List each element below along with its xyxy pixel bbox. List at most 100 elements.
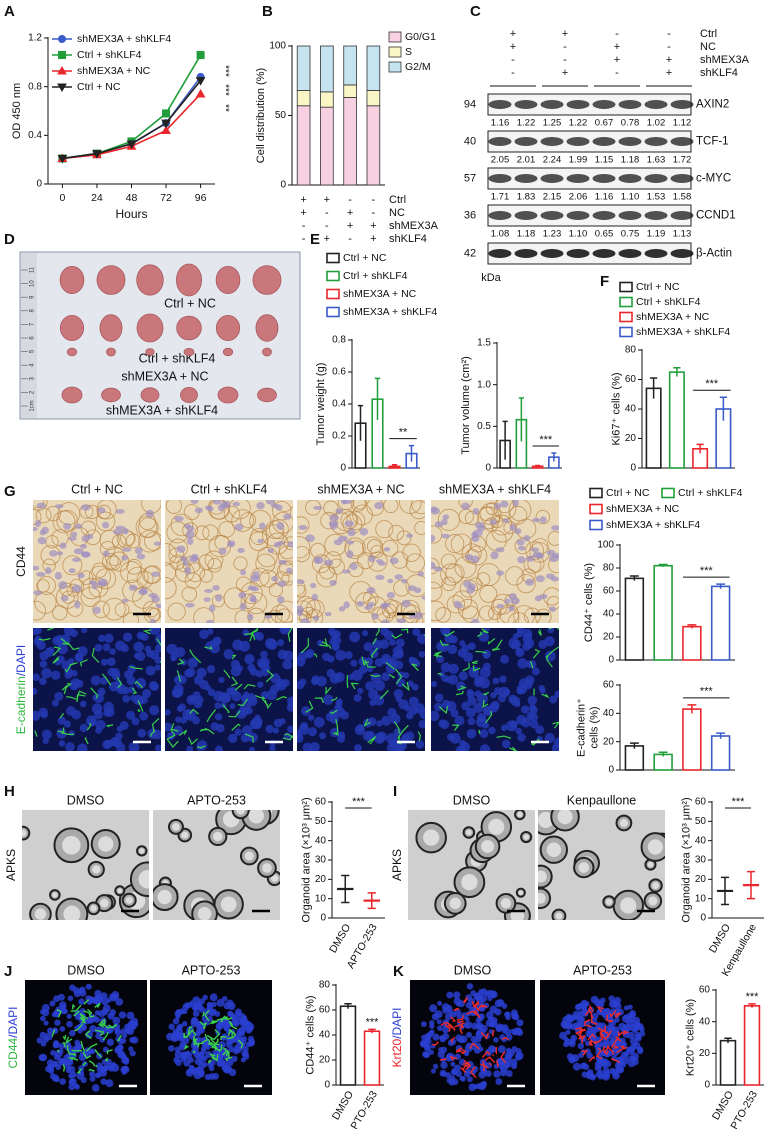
nucleus <box>617 1066 625 1074</box>
stain <box>575 1032 585 1038</box>
nucleus <box>149 649 160 660</box>
nucleus <box>586 1052 593 1059</box>
blot-band <box>670 211 694 220</box>
organoid-lumen <box>538 870 547 883</box>
panel-letter: A <box>4 3 15 20</box>
bar <box>645 387 662 469</box>
nucleus <box>598 1074 604 1080</box>
stain <box>211 1054 219 1062</box>
y-tick-label: 20 <box>625 433 637 444</box>
cell-outline <box>142 565 161 584</box>
cell-outline <box>352 500 367 510</box>
stain <box>462 996 469 1004</box>
nucleus <box>232 501 240 507</box>
cell-outline <box>297 516 310 534</box>
nucleus <box>464 1021 473 1029</box>
nucleus <box>329 714 339 724</box>
nucleus <box>393 689 404 699</box>
nucleus <box>278 559 288 565</box>
nucleus <box>49 550 58 557</box>
band-quant: 0.78 <box>621 118 640 129</box>
y-tick-label: 0.2 <box>332 431 346 442</box>
nucleus <box>122 527 129 535</box>
bar-segment <box>343 45 357 86</box>
nucleus <box>260 650 268 659</box>
y-tick-label: 60 <box>603 586 615 597</box>
cell-outline <box>66 600 84 617</box>
legend-swatch <box>619 311 633 323</box>
organoid-lumen <box>117 888 123 894</box>
nucleus <box>368 555 376 563</box>
cell-outline <box>324 533 347 557</box>
nucleus <box>381 715 392 726</box>
nucleus <box>49 1000 56 1007</box>
stain <box>439 1058 447 1061</box>
nucleus <box>587 1025 594 1033</box>
nucleus <box>350 659 358 667</box>
nucleus <box>178 703 187 712</box>
stain <box>82 1061 87 1067</box>
membrane <box>305 700 314 713</box>
sign: + <box>347 207 353 219</box>
membrane <box>438 706 449 715</box>
blot-band <box>540 249 564 258</box>
stain <box>444 1024 451 1032</box>
band-quant: 1.18 <box>621 155 640 166</box>
stain <box>594 1037 604 1044</box>
nucleus <box>173 689 182 698</box>
stain <box>201 1033 208 1044</box>
panel-letter: J <box>4 963 12 980</box>
membrane <box>330 696 338 702</box>
nucleus <box>198 1026 205 1034</box>
significance: ** <box>399 427 408 439</box>
error-bar <box>502 420 508 460</box>
organoid-lumen <box>157 889 172 905</box>
nucleus <box>176 545 186 553</box>
nucleus <box>488 726 496 735</box>
stain <box>597 1047 602 1053</box>
stain <box>70 1052 77 1057</box>
stain <box>470 1066 477 1079</box>
tumor <box>140 387 160 403</box>
nucleus <box>52 1041 60 1049</box>
nucleus <box>300 706 311 716</box>
mw-marker: 36 <box>464 209 476 221</box>
row-label-part: E-cadherin <box>14 676 28 734</box>
nucleus <box>394 574 404 580</box>
nucleus <box>155 603 161 609</box>
stain <box>471 1000 480 1008</box>
nucleus <box>472 507 480 515</box>
nucleus <box>126 710 136 720</box>
blot-band <box>618 137 642 146</box>
nucleus <box>121 547 132 552</box>
nucleus <box>172 1017 180 1025</box>
nucleus <box>60 595 69 602</box>
stain <box>71 1049 83 1052</box>
membrane <box>313 653 318 658</box>
membrane <box>243 683 256 690</box>
panel-letter: K <box>393 963 404 980</box>
membrane <box>363 718 371 727</box>
nucleus <box>105 1079 114 1088</box>
membrane <box>496 735 512 739</box>
y-axis-label: Organoid area (×10³ μm²) <box>681 797 693 922</box>
nucleus <box>502 518 510 524</box>
stain <box>73 1058 79 1062</box>
sign: + <box>300 194 306 206</box>
nucleus <box>74 600 81 609</box>
nucleus <box>353 693 362 702</box>
nucleus <box>328 520 339 527</box>
membrane <box>231 654 237 660</box>
blot-band <box>618 174 642 183</box>
nucleus <box>59 1078 67 1085</box>
nucleus <box>538 640 548 649</box>
nucleus <box>192 996 201 1005</box>
nucleus <box>71 557 81 563</box>
nucleus <box>310 582 317 589</box>
membrane <box>481 628 489 634</box>
nucleus <box>431 507 441 515</box>
nucleus <box>174 646 186 658</box>
band-quant: 2.06 <box>569 192 588 203</box>
nucleus <box>117 1044 124 1051</box>
cell-outline <box>245 592 268 615</box>
